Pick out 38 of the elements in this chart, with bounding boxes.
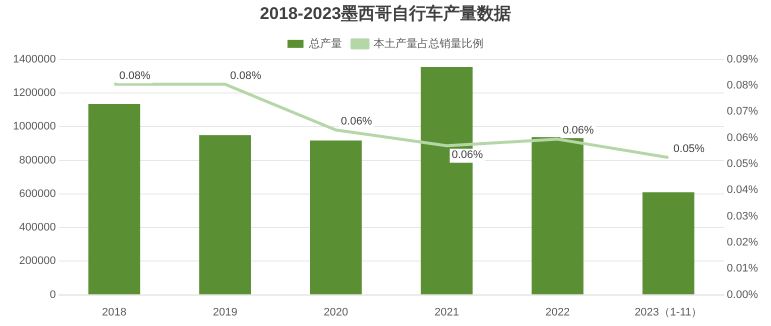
data-label: 0.08% xyxy=(119,70,151,82)
chart-title: 2018-2023墨西哥自行车产量数据 xyxy=(260,4,512,23)
x-tick-label: 2020 xyxy=(324,306,348,318)
bar xyxy=(199,135,251,294)
y2-tick-label: 0.04% xyxy=(726,184,758,196)
data-label: 0.08% xyxy=(230,70,262,82)
data-label: 0.06% xyxy=(452,149,484,162)
y2-tick-label: 0.08% xyxy=(726,80,758,92)
legend-label: 本土产量占总销量比例 xyxy=(374,36,484,50)
bar xyxy=(532,137,584,294)
y2-tick-label: 0.02% xyxy=(726,236,758,249)
x-tick-label: 2022 xyxy=(545,306,570,318)
y2-tick-label: 0.03% xyxy=(726,210,758,222)
y2-tick-label: 0.09% xyxy=(726,53,758,66)
y-tick-label: 1200000 xyxy=(12,87,56,100)
data-label: 0.05% xyxy=(673,143,705,156)
bar xyxy=(310,140,362,294)
y2-tick-label: 0.00% xyxy=(726,288,758,301)
y2-tick-label: 0.06% xyxy=(726,132,758,144)
y2-tick-label: 0.05% xyxy=(726,158,758,170)
x-tick-label: 2018 xyxy=(102,306,126,318)
x-tick-label: 2021 xyxy=(434,306,459,318)
y-tick-label: 0 xyxy=(50,288,56,301)
legend-label: 总产量 xyxy=(308,36,342,50)
bar xyxy=(642,192,694,294)
data-label: 0.06% xyxy=(340,116,372,128)
y-tick-label: 1400000 xyxy=(12,53,56,66)
y-tick-label: 400000 xyxy=(19,222,56,234)
y-tick-label: 600000 xyxy=(19,188,56,200)
y-tick-label: 800000 xyxy=(19,154,56,166)
data-label: 0.06% xyxy=(562,124,594,137)
x-tick-label: 2019 xyxy=(212,306,238,318)
y-tick-label: 1000000 xyxy=(12,120,56,133)
x-tick-label: 2023（1-11） xyxy=(634,306,702,318)
y2-tick-label: 0.01% xyxy=(726,262,758,275)
bar xyxy=(88,104,140,294)
y2-tick-label: 0.07% xyxy=(726,106,758,118)
y-tick-label: 200000 xyxy=(19,255,56,268)
